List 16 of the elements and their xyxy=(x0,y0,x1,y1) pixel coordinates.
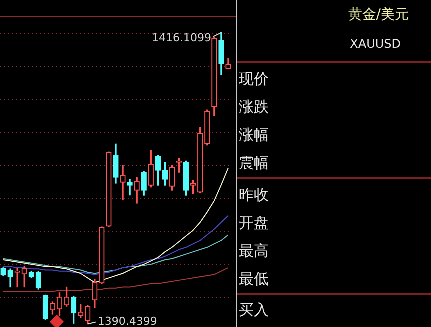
text: 涨跌 xyxy=(238,97,270,118)
text: XAUUSD xyxy=(349,36,402,51)
candlestick xyxy=(120,165,126,200)
text: 买入 xyxy=(238,300,270,321)
text: 昨收 xyxy=(238,185,270,206)
annotation: 1416.1099 xyxy=(152,32,212,45)
text: 开盘 xyxy=(238,213,270,234)
annotation: 1390.4399 xyxy=(98,315,158,327)
text: 黄金/美元 xyxy=(347,6,409,24)
text: 最高 xyxy=(238,241,270,262)
text: 涨幅 xyxy=(238,125,270,146)
candlestick xyxy=(14,268,20,288)
candlestick xyxy=(127,179,133,196)
text: 震幅 xyxy=(238,153,270,174)
text: 现价 xyxy=(238,69,270,90)
text: 最低 xyxy=(238,269,270,290)
